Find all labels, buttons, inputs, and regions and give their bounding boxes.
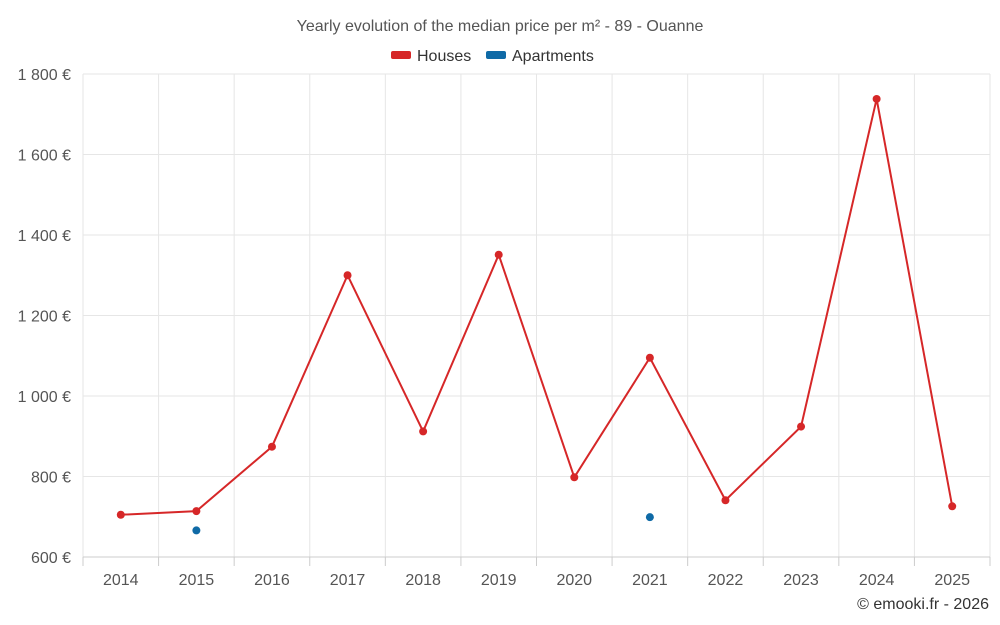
- legend-swatch-apartments[interactable]: [486, 51, 506, 59]
- data-point-houses-2020[interactable]: [570, 473, 579, 482]
- credit-text: © emooki.fr - 2026: [857, 596, 989, 613]
- series-line-houses: [120, 98, 954, 516]
- legend-label-houses[interactable]: Houses: [417, 48, 471, 65]
- data-point-houses-2025[interactable]: [948, 502, 957, 511]
- legend-label-apartments[interactable]: Apartments: [512, 48, 594, 65]
- legend: Houses Apartments: [391, 48, 594, 65]
- series-apartments: [192, 513, 654, 535]
- x-tick-label: 2025: [934, 572, 970, 589]
- series-layer: [116, 94, 957, 535]
- x-tick-label: 2016: [254, 572, 290, 589]
- x-tick-label: 2017: [330, 572, 366, 589]
- x-tick-label: 2024: [859, 572, 895, 589]
- data-point-apartments-2015[interactable]: [192, 526, 201, 535]
- gridlines: [82, 73, 991, 557]
- x-tick-label: 2019: [481, 572, 517, 589]
- x-tick-label: 2021: [632, 572, 668, 589]
- data-point-houses-2022[interactable]: [721, 496, 730, 505]
- y-tick-label: 1 200 €: [18, 309, 71, 326]
- data-point-houses-2019[interactable]: [494, 250, 503, 259]
- y-tick-label: 1 000 €: [18, 389, 71, 406]
- y-tick-label: 1 600 €: [18, 148, 71, 165]
- x-tick-label: 2020: [556, 572, 592, 589]
- x-tick-label: 2018: [405, 572, 441, 589]
- y-tick-label: 600 €: [31, 550, 71, 567]
- data-point-houses-2016[interactable]: [267, 442, 276, 451]
- x-axis: 2014 2015 2016 2017 2018 2019 2020 2021 2022 2023…: [82, 557, 991, 589]
- y-tick-label: 800 €: [31, 470, 71, 487]
- data-point-apartments-2021[interactable]: [645, 513, 654, 522]
- x-tick-label: 2014: [103, 572, 139, 589]
- data-point-houses-2021[interactable]: [645, 353, 654, 362]
- chart-title: Yearly evolution of the median price per…: [297, 18, 704, 35]
- data-point-houses-2024[interactable]: [872, 94, 881, 103]
- data-point-houses-2018[interactable]: [419, 427, 428, 436]
- series-houses: [116, 94, 957, 519]
- x-tick-label: 2015: [179, 572, 215, 589]
- data-point-houses-2014[interactable]: [116, 510, 125, 519]
- legend-swatch-houses[interactable]: [391, 51, 411, 59]
- x-tick-label: 2022: [708, 572, 744, 589]
- x-tick-label: 2023: [783, 572, 819, 589]
- y-tick-label: 1 400 €: [18, 228, 71, 245]
- data-point-houses-2017[interactable]: [343, 271, 352, 280]
- y-axis: 600 € 800 € 1 000 € 1 200 € 1 400 € 1 600 € 1 …: [18, 67, 71, 567]
- y-tick-label: 1 800 €: [18, 67, 71, 84]
- data-point-houses-2015[interactable]: [192, 507, 201, 516]
- data-point-houses-2023[interactable]: [797, 422, 806, 431]
